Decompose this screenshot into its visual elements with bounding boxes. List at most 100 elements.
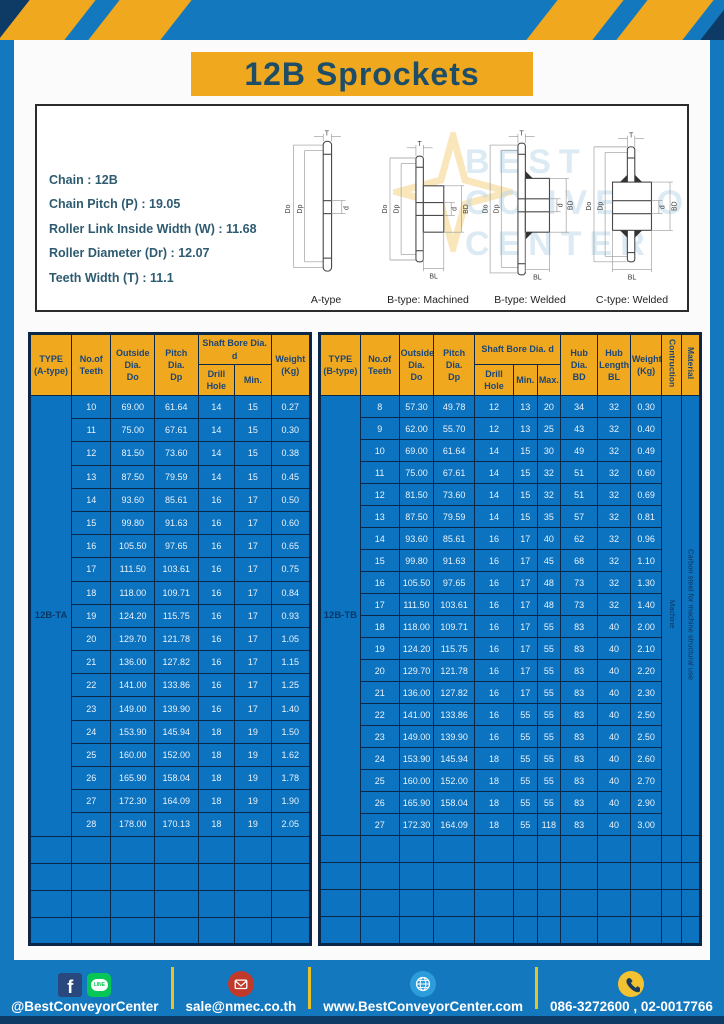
table-cell: 15 — [71, 510, 112, 536]
table-row-empty — [319, 835, 702, 864]
table-cell: 73 — [560, 593, 599, 617]
table-cell: 14 — [197, 394, 236, 420]
table-cell — [28, 835, 73, 864]
table-cell — [270, 835, 312, 864]
table-cell: 170.13 — [154, 812, 199, 837]
table-cell: 35 — [536, 505, 562, 529]
dim-label-BD: BD — [568, 200, 575, 210]
table-cell: 73.60 — [154, 441, 199, 466]
table-cell: 15 — [234, 394, 272, 420]
dim-label-T: T — [520, 131, 525, 138]
table-cell: 10 — [71, 394, 112, 420]
table-cell: 83 — [560, 725, 599, 749]
table-cell: 16 — [197, 580, 236, 605]
table-cell — [560, 835, 599, 864]
dim-label-Do: Do — [586, 202, 593, 211]
table-cell: 15 — [234, 441, 272, 466]
hazard-stripe — [80, 0, 200, 40]
table-row: 13 87.50 79.59 14 15 0.45 — [30, 464, 312, 489]
table-cell: 145.94 — [154, 719, 199, 744]
table-cell — [597, 862, 631, 891]
dim-label-T: T — [325, 131, 330, 138]
dim-label-BD: BD — [463, 204, 470, 214]
table-cell: 9 — [359, 417, 400, 441]
dim-label-T: T — [418, 141, 423, 148]
table-cell: 20 — [536, 394, 562, 419]
col-header-shaft-bore: Shaft Bore Dia. d — [197, 333, 272, 365]
table-cell: 32 — [597, 527, 631, 551]
table-cell: 55 — [512, 791, 538, 815]
phone-icon — [618, 971, 645, 997]
table-row-empty — [319, 862, 702, 891]
dim-label-d: d — [452, 207, 459, 211]
table-row: 20 129.70 121.78 16 17 55 83 40 2.20 — [320, 659, 701, 683]
spec-line-teeth: Teeth Width (T) : 11.1 — [49, 270, 174, 285]
table-row: 24 153.90 145.94 18 19 1.50 — [30, 719, 312, 744]
table-cell: 14 — [474, 483, 514, 507]
table-cell: 124.20 — [110, 603, 156, 628]
table-cell — [71, 835, 112, 864]
table-row: 22 141.00 133.86 16 17 1.25 — [30, 673, 312, 698]
table-row: 27 172.30 164.09 18 19 1.90 — [30, 789, 312, 814]
line-app-icon: LINE — [87, 973, 112, 997]
table-cell: 79.59 — [154, 464, 199, 489]
table-cell: 17 — [512, 659, 538, 683]
table-cell: 105.50 — [398, 571, 435, 595]
footer-divider — [170, 967, 174, 1009]
footer-website: www.BestConveyorCenter.com — [313, 962, 533, 1014]
table-row: 12 81.50 73.60 14 15 32 51 32 0.69 — [320, 483, 701, 507]
table-cell: 124.20 — [398, 637, 435, 661]
table-cell: 0.38 — [270, 441, 312, 466]
table-cell: 32 — [597, 439, 631, 463]
table-cell: 83 — [560, 813, 599, 837]
table-cell — [197, 889, 236, 918]
table-cell: 81.50 — [398, 483, 435, 507]
table-cell: 0.60 — [629, 461, 663, 485]
table-cell: 24 — [71, 719, 112, 744]
table-cell: 17 — [234, 673, 272, 698]
table-cell: 97.65 — [433, 571, 476, 595]
table-cell: 73.60 — [433, 483, 476, 507]
table-cell: 1.90 — [270, 789, 312, 814]
table-cell: 83 — [560, 791, 599, 815]
table-cell: 32 — [597, 593, 631, 617]
diagram-b-type-machined: T Do Dp d BD BL B-type: Machined — [377, 112, 479, 306]
table-cell: 118.00 — [398, 615, 435, 639]
table-cell: 129.70 — [398, 659, 435, 683]
table-cell: 40 — [597, 791, 631, 815]
document-page: 12B Sprockets Chain : 12B Chain Pitch (P… — [14, 40, 710, 960]
table-cell: 0.93 — [270, 603, 312, 628]
table-cell — [398, 835, 435, 864]
table-cell — [359, 862, 400, 891]
table-cell: 149.00 — [110, 696, 156, 721]
table-cell: 62 — [560, 527, 599, 551]
table-cell: 17 — [234, 603, 272, 628]
table-cell: 19 — [234, 742, 272, 768]
table-cell: 165.90 — [110, 765, 156, 791]
table-cell: 12 — [474, 394, 514, 419]
table-row: 10 69.00 61.64 14 15 30 49 32 0.49 — [320, 439, 701, 463]
table-cell: 13 — [359, 505, 400, 529]
table-cell: 17 — [234, 557, 272, 582]
table-cell — [359, 835, 400, 864]
diagram-caption: A-type — [310, 294, 342, 306]
table-cell: 32 — [536, 483, 562, 507]
table-row: 15 99.80 91.63 16 17 0.60 — [30, 510, 312, 536]
table-cell — [433, 916, 476, 945]
table-cell: 127.82 — [433, 681, 476, 705]
col-header-min: Min. — [234, 364, 272, 396]
dim-label-d: d — [557, 203, 564, 207]
table-cell: 17 — [512, 637, 538, 661]
table-cell: 172.30 — [398, 813, 435, 837]
table-cell: 28 — [71, 812, 112, 837]
col-header-type: TYPE (B-type) — [319, 333, 361, 396]
social-handle: @BestConveyorCenter — [11, 999, 159, 1014]
table-cell — [512, 835, 538, 864]
table-cell: 172.30 — [110, 789, 156, 814]
table-cell: 1.30 — [629, 571, 663, 595]
table-cell: 115.75 — [433, 637, 476, 661]
table-cell: 16 — [474, 681, 514, 705]
table-cell: 145.94 — [433, 747, 476, 771]
dim-label-Dp: Dp — [393, 204, 400, 213]
table-row: 26 165.90 158.04 18 55 55 83 40 2.90 — [320, 791, 701, 815]
